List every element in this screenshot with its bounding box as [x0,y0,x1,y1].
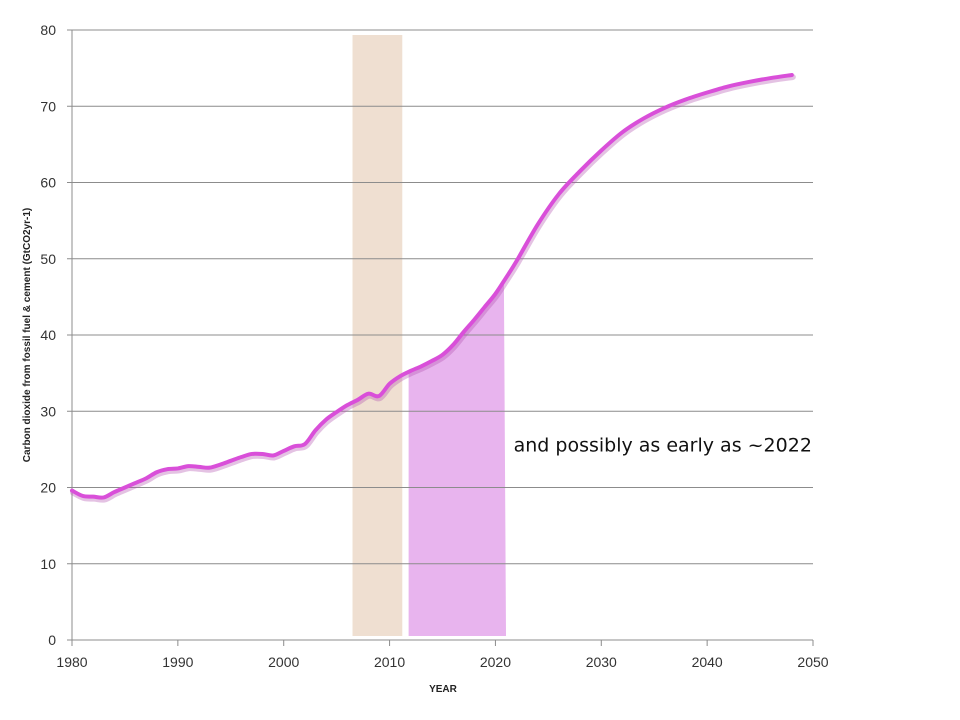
y-tick-label-70: 70 [40,98,56,114]
y-axis-label: Carbon dioxide from fossil fuel & cement… [22,208,33,462]
x-tick-labels: 1980 1990 2000 2010 2020 2030 2040 2050 [56,654,828,670]
x-tick-label-1980: 1980 [56,654,87,670]
y-tick-label-40: 40 [40,327,56,343]
x-tick-label-2040: 2040 [692,654,723,670]
x-tick-label-2010: 2010 [374,654,405,670]
series-line [70,72,794,500]
x-tick-label-2030: 2030 [586,654,617,670]
axes [67,29,814,646]
y-tick-label-50: 50 [40,251,56,267]
x-tick-label-2020: 2020 [480,654,511,670]
y-tick-label-10: 10 [40,556,56,572]
x-tick-label-2050: 2050 [797,654,828,670]
y-tick-label-20: 20 [40,480,56,496]
x-tick-label-1990: 1990 [162,654,193,670]
gridlines [72,29,813,565]
series-line-shadow [70,73,796,503]
y-tick-label-30: 30 [40,403,56,419]
y-tick-labels: 0 10 20 30 40 50 60 70 80 [40,22,56,648]
shaded-region-2 [408,281,507,636]
y-tick-label-0: 0 [48,632,56,648]
y-tick-label-80: 80 [40,22,56,38]
annotation-text: and possibly as early as ~2022 [514,435,812,457]
y-tick-label-60: 60 [40,175,56,191]
x-axis-label: YEAR [429,684,458,695]
x-tick-label-2000: 2000 [268,654,299,670]
series-layer [70,72,796,503]
